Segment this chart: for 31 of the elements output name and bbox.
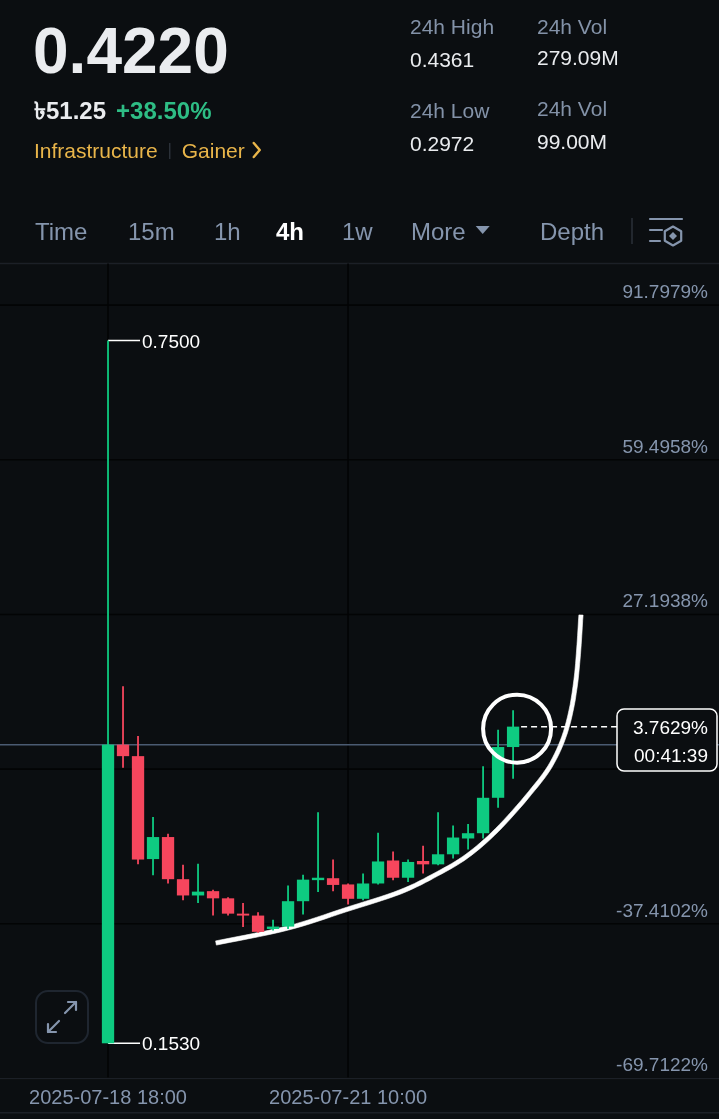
- text: 1w: [342, 218, 374, 245]
- text: ৳51.25: [34, 97, 107, 124]
- x-tick-label: 2025-07-18 18:00: [29, 1086, 187, 1108]
- annotation: 0.1530: [142, 1033, 201, 1055]
- text: 4h: [276, 218, 305, 245]
- y-tick-label: 91.7979%: [622, 281, 709, 303]
- text: 0.2972: [410, 132, 475, 155]
- text: More: [411, 218, 466, 245]
- text: 0.4361: [410, 48, 475, 71]
- chart-title: 0.4220: [33, 15, 229, 87]
- text: 99.00M: [537, 130, 608, 153]
- annotation: 00:41:39: [634, 744, 708, 766]
- text: 24h Low: [410, 99, 491, 122]
- text: 15m: [128, 218, 175, 245]
- text: 24h Vol: [537, 97, 608, 120]
- text: 279.09M: [537, 46, 619, 69]
- ref-line-label: 3.7629%: [632, 716, 709, 738]
- text: Depth: [540, 218, 605, 245]
- annotation: 0.7500: [142, 330, 201, 352]
- text: Infrastructure: [34, 139, 158, 162]
- y-tick-label: 27.1938%: [622, 590, 709, 612]
- y-tick-label: -69.7122%: [616, 1054, 709, 1076]
- y-tick-label: 59.4958%: [622, 435, 709, 457]
- text: +38.50%: [116, 97, 212, 124]
- text: 24h Vol: [537, 15, 608, 38]
- text: 24h High: [410, 15, 495, 38]
- text: Time: [35, 218, 88, 245]
- y-tick-label: -37.4102%: [616, 899, 709, 921]
- text: 1h: [214, 218, 241, 245]
- x-tick-label: 2025-07-21 10:00: [269, 1086, 428, 1108]
- text: Gainer: [181, 139, 245, 162]
